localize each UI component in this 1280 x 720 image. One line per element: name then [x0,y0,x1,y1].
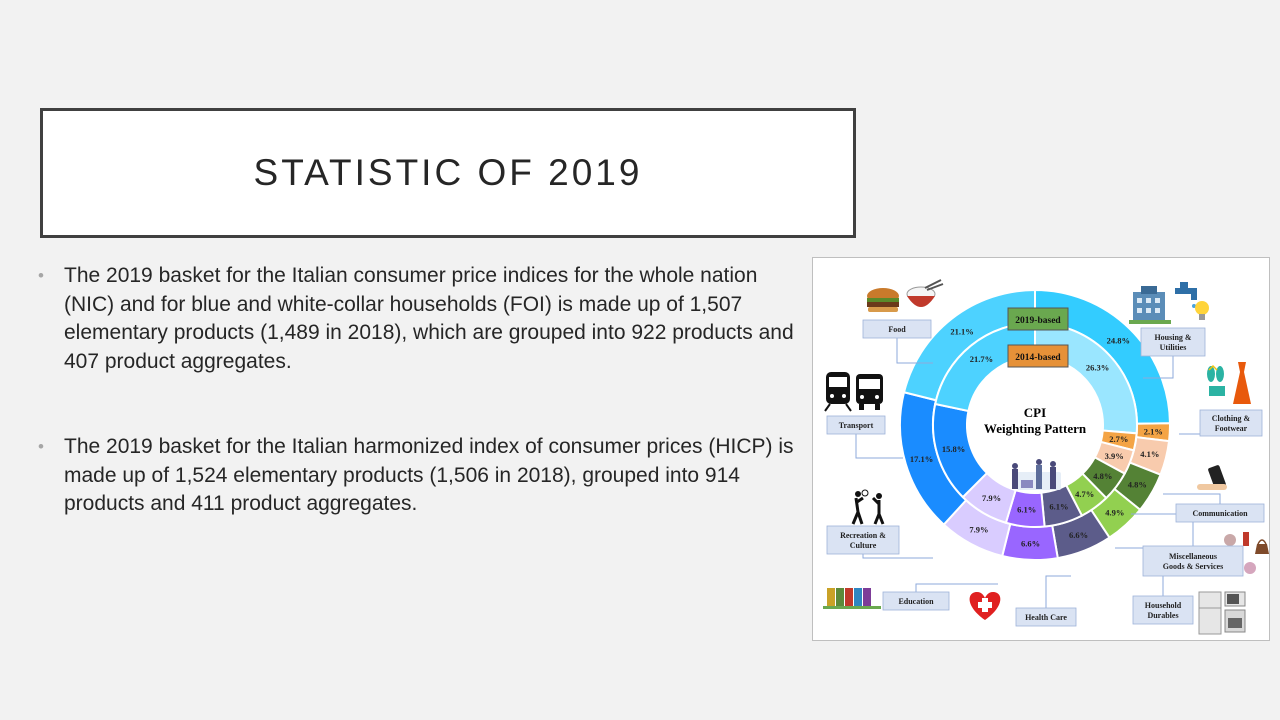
building-icon [1129,286,1171,324]
bullet-item: • The 2019 basket for the Italian consum… [38,262,808,376]
slice-value-label: 4.8% [1128,480,1147,490]
category-label-box [1132,595,1194,625]
category-label-box [862,319,932,339]
slice-value-label: 7.9% [969,524,988,534]
chart-center-disc [969,359,1101,491]
slice-value-label: 21.7% [970,354,993,364]
category-label: Miscellaneous [1169,552,1217,561]
category-label-box [1175,503,1265,523]
category-label: Transport [839,421,874,430]
category-label: Health Care [1025,613,1067,622]
hamburger-icon [867,288,899,312]
ring-legend-label: 2019-based [1015,316,1061,326]
smartphone-icon [1197,465,1227,490]
slice-value-label: 15.8% [942,444,965,454]
bus-icon [856,374,883,410]
slide-title: STATISTIC OF 2019 [253,152,643,193]
category-leader-line [896,338,933,364]
chart-title-line: Weighting Pattern [984,421,1087,436]
category-label: Footwear [1215,424,1248,433]
train-icon [824,372,852,412]
heart-cross-icon [969,592,1001,620]
category-label: Education [898,597,934,606]
category-label-box [1015,607,1077,627]
category-leader-line [862,554,933,559]
ring-legend-banner [1007,344,1069,368]
category-label: Household [1145,601,1182,610]
category-label-box [1142,545,1244,577]
dress-icon [1233,362,1251,404]
slice-value-label: 3.9% [1105,451,1124,461]
category-label-box [1140,327,1206,357]
slice-value-label: 4.7% [1075,489,1094,499]
category-label: Clothing & [1212,414,1251,423]
slice-value-label: 4.8% [1093,471,1112,481]
books-icon [823,588,881,609]
bullet-text: The 2019 basket for the Italian harmoniz… [64,435,794,515]
bullet-item: • The 2019 basket for the Italian harmon… [38,433,808,519]
slice-value-label: 24.8% [1107,336,1130,346]
lightbulb-icon [1195,301,1209,320]
bullet-text: The 2019 basket for the Italian consumer… [64,264,794,373]
slice-value-label: 6.1% [1049,502,1068,512]
slice-value-label: 6.1% [1017,505,1036,515]
category-label-box [1199,409,1263,437]
slice-value-label: 4.1% [1140,449,1159,459]
microwave-icon [1224,591,1246,633]
shopping-family-icon [1012,459,1061,490]
cpi-donut-chart: CPI Weighting Pattern 24.8% 2.1% 4.1% 4.8% 4… [823,279,1269,635]
tennis-players-icon [851,489,885,525]
category-label: Housing & [1154,333,1191,342]
slice-value-label: 6.6% [1069,530,1088,540]
sandals-icon [1207,364,1225,396]
bullet-dot-icon: • [38,266,44,285]
ring-legend-label: 2014-based [1015,353,1061,363]
category-label-box [882,591,950,611]
category-label: Communication [1192,509,1248,518]
fridge-icon [1198,591,1222,635]
slice-value-label: 7.9% [982,493,1001,503]
category-label: Goods & Services [1163,562,1223,571]
category-label-box [826,415,886,435]
category-label: Food [888,325,906,334]
slice-value-label: 26.3% [1086,362,1109,372]
title-box: STATISTIC OF 2019 [40,108,856,238]
category-leader-line [1143,356,1174,379]
bullet-dot-icon: • [38,437,44,456]
category-leader-line [855,434,903,459]
ring-legend-banner [1007,307,1069,331]
chart-title-line: CPI [1024,405,1046,420]
slice-value-label: 4.9% [1105,508,1124,518]
category-label-box [826,525,900,555]
category-label: Utilities [1160,343,1187,352]
slice-value-label: 2.7% [1109,434,1128,444]
bullet-list: • The 2019 basket for the Italian consum… [38,262,808,519]
faucet-icon [1175,282,1197,308]
handbag-icon [1255,539,1269,554]
slice-value-label: 2.1% [1144,426,1163,436]
rice-bowl-icon [906,279,944,307]
slice-value-label: 17.1% [910,454,933,464]
category-label: Recreation & [840,531,886,540]
slice-value-label: 6.6% [1021,538,1040,548]
category-label: Durables [1147,611,1178,620]
slice-value-label: 21.1% [950,327,973,337]
cpi-weighting-figure: CPI Weighting Pattern 24.8% 2.1% 4.1% 4.8% 4… [812,257,1270,641]
category-label: Culture [850,541,877,550]
